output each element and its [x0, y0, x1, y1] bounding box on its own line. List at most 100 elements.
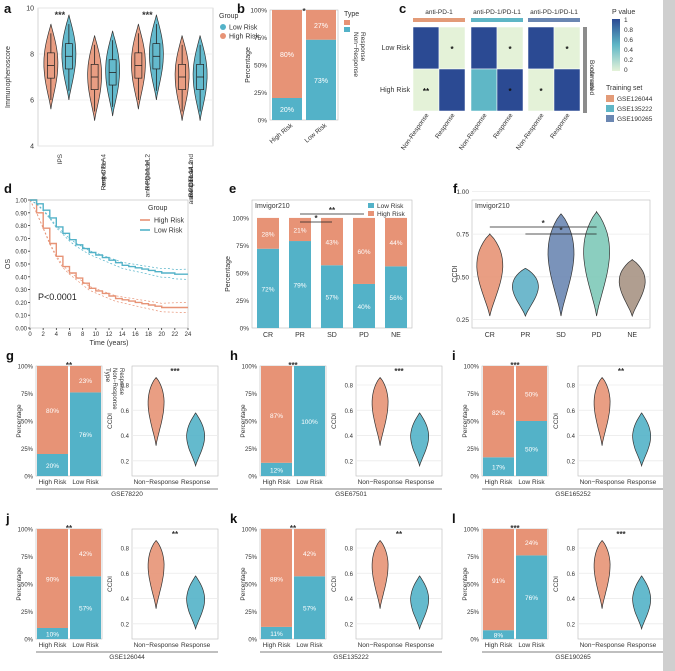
heatmap-group-title: anti-PD-1/PD-L1 [473, 9, 521, 16]
chart-title: Imvigor210 [255, 203, 290, 210]
y-axis-label: Percentage [462, 404, 469, 438]
legend-title: Type [104, 368, 111, 382]
colorbar-tick: 0.8 [624, 27, 633, 34]
y-tick-label: 75% [236, 243, 249, 250]
y-tick-label: 75% [245, 555, 258, 561]
x-tick-label: PD [592, 332, 602, 339]
y-tick-label: 0.75 [456, 232, 469, 239]
y-tick-label: 25% [245, 610, 258, 616]
violin-non-response [371, 377, 389, 446]
heatmap-column-label: Response [434, 112, 457, 140]
x-tick-label: 6 [68, 332, 72, 338]
bar-response [261, 462, 292, 476]
bonferroni-bar [583, 27, 587, 113]
violin-non-response [593, 377, 611, 446]
bar-response [70, 392, 101, 476]
bar-non-response [37, 366, 68, 454]
y-axis-label: Percentage [245, 47, 252, 83]
x-tick-label: Non−Response [134, 479, 179, 486]
training-set-key [606, 95, 614, 102]
y-tick-label: 1.00 [15, 199, 27, 205]
bar-non-response [483, 529, 514, 631]
panel-label-k: k [230, 511, 238, 526]
data-label: 21% [293, 227, 306, 234]
x-tick-label: 24 [185, 332, 192, 338]
significance-star: *** [288, 361, 298, 370]
heatmap-group-title: anti-PD-1/PD-L1 [530, 9, 578, 16]
x-tick-label: PR [521, 332, 531, 339]
confidence-band-lower [29, 199, 189, 313]
y-tick-label: 50% [254, 63, 267, 70]
training-set-key [606, 105, 614, 112]
dataset-label: GSE67501 [335, 491, 367, 498]
heatmap-column-label: Response [549, 112, 572, 140]
x-tick-label: Non−Response [580, 642, 625, 649]
significance-star: * [565, 45, 569, 54]
heatmap-cell [527, 26, 555, 70]
x-tick-label: 12 [106, 332, 113, 338]
y-tick-label: 0.6 [567, 409, 576, 415]
y-tick-label: 0.6 [121, 409, 130, 415]
heatmap-column-label: Non-Response [515, 112, 546, 152]
survival-curve-low-risk [30, 199, 188, 275]
significance-star: * [539, 87, 543, 96]
legend-label: Low Risk [377, 203, 404, 210]
bar-low-risk [385, 266, 407, 328]
panel-label-b: b [237, 1, 245, 16]
x-tick-label: Response [101, 161, 108, 191]
y-tick-label: 0.70 [15, 237, 27, 243]
y-tick-label: 0.4 [567, 597, 576, 603]
bar-non-response [516, 529, 547, 556]
x-tick-label: Response [188, 168, 195, 198]
y-axis-label: OS [5, 259, 12, 269]
violin-pr [512, 268, 539, 318]
heatmap-cell [412, 26, 440, 70]
legend-key [220, 24, 226, 30]
heatmap-cell [496, 68, 524, 112]
significance-star: ** [66, 524, 73, 533]
y-tick-label: 0.4 [345, 434, 354, 440]
y-axis-label: CCDI [553, 413, 560, 429]
data-label: 60% [357, 249, 370, 256]
data-label: 76% [525, 595, 538, 602]
confidence-band-lower [29, 199, 189, 280]
bar-non-response [272, 10, 302, 98]
bar-response [294, 576, 325, 639]
bar-response [272, 98, 302, 120]
x-tick-label: anti-PD1/L1/L2 [188, 161, 195, 205]
legend-label: High Risk [377, 211, 406, 218]
y-tick-label: 0.90 [15, 211, 27, 217]
x-tick-label: Response [627, 479, 657, 486]
y-tick-label: 0% [248, 475, 257, 481]
y-tick-label: 25% [21, 610, 34, 616]
bar-non-response [306, 10, 336, 40]
data-label: 57% [79, 606, 92, 613]
x-tick-label: Low Risk [518, 479, 545, 486]
y-tick-label: 0.10 [15, 314, 27, 320]
y-tick-label: 0.6 [345, 572, 354, 578]
bar-response [306, 39, 336, 121]
colorbar [612, 19, 620, 71]
bar-response [294, 366, 325, 476]
colorbar-tick: 0.2 [624, 57, 633, 64]
x-tick-label: 4 [55, 332, 59, 338]
x-tick-label: PR [295, 332, 305, 339]
legend-key [368, 211, 374, 216]
scrollbar-track[interactable] [663, 0, 675, 671]
x-tick-label: Response [181, 642, 211, 649]
data-label: 24% [525, 540, 538, 547]
x-tick-label: 8 [81, 332, 85, 338]
y-tick-label: 100% [232, 215, 249, 222]
x-tick-label: anti-CTLA4 [101, 154, 108, 187]
x-tick-label: SD [327, 332, 337, 339]
plot-area [577, 528, 663, 640]
bar-response [483, 630, 514, 639]
data-label: 88% [270, 577, 283, 584]
colorbar-tick: 0.6 [624, 37, 633, 44]
x-tick-label: SD [556, 332, 566, 339]
y-tick-label: 0.60 [15, 250, 27, 256]
data-label: 87% [270, 413, 283, 420]
x-tick-label: High Risk [263, 642, 292, 649]
violin-high-risk [87, 35, 102, 121]
significance-star: *** [510, 524, 520, 533]
